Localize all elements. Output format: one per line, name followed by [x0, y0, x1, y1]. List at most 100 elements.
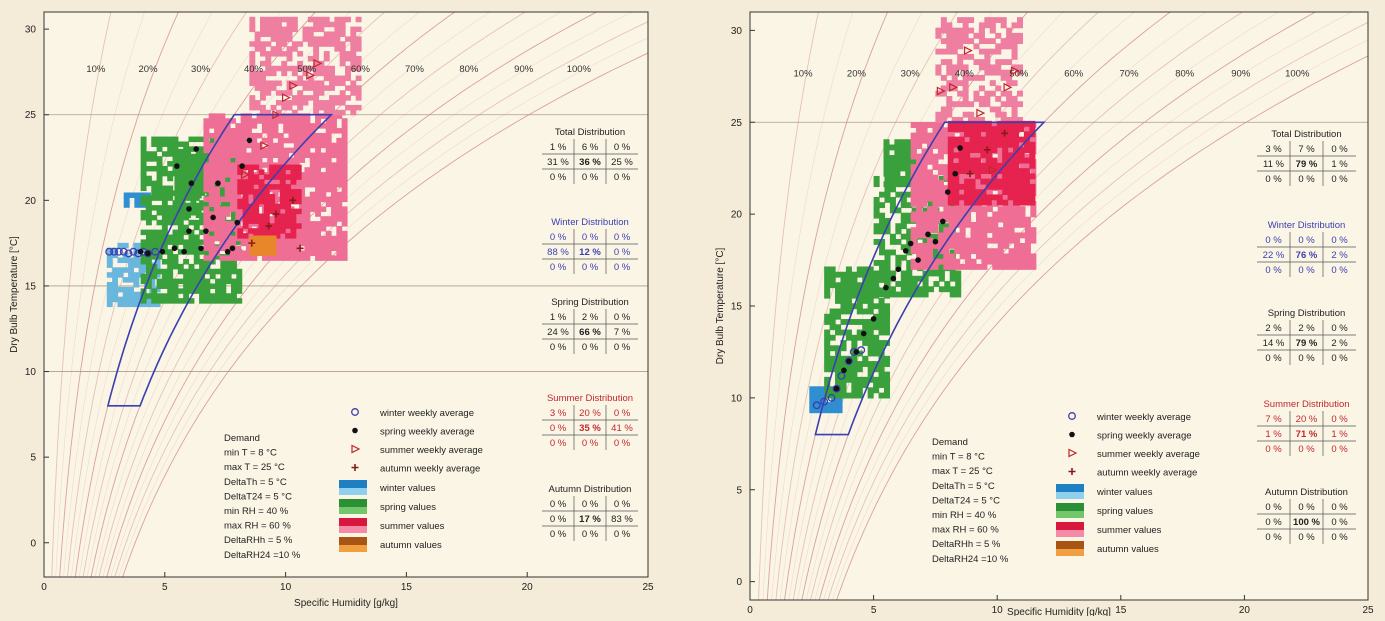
data-cell	[204, 258, 211, 265]
data-cell	[140, 136, 147, 143]
data-cell	[829, 355, 836, 362]
data-cell	[291, 41, 298, 47]
data-cell	[985, 136, 992, 143]
data-cell	[978, 48, 985, 55]
data-cell	[824, 376, 831, 383]
data-cell	[845, 303, 852, 310]
data-cell	[208, 142, 215, 149]
legend-label: summer weekly average	[1097, 449, 1200, 460]
data-cell	[320, 221, 327, 227]
data-cell	[254, 100, 261, 106]
data-cell	[208, 235, 215, 242]
data-cell	[325, 245, 332, 252]
data-cell	[286, 65, 293, 72]
data-cell	[910, 179, 917, 186]
data-cell	[230, 181, 236, 188]
data-cell	[245, 128, 252, 134]
data-cell	[288, 118, 295, 124]
data-cell	[269, 228, 276, 234]
distribution-cell: 0 %	[582, 438, 599, 449]
data-cell	[1011, 53, 1018, 60]
data-cell	[134, 197, 141, 203]
data-cell	[151, 229, 158, 236]
data-cell	[345, 51, 351, 57]
data-cell	[329, 65, 336, 72]
data-cell	[878, 355, 885, 362]
spring-average-marker	[895, 266, 902, 273]
rh-label: 50%	[297, 64, 317, 75]
distribution-cell: 7 %	[614, 327, 631, 338]
data-cell	[856, 271, 863, 278]
spring-average-marker	[224, 248, 231, 255]
data-cell	[948, 132, 955, 139]
rh-minor-curve	[55, 11, 145, 578]
data-cell	[331, 191, 337, 198]
data-cell	[873, 334, 880, 341]
data-cell	[195, 168, 202, 174]
data-cell	[944, 281, 951, 287]
data-cell	[291, 100, 298, 106]
data-cell	[199, 293, 206, 299]
data-cell	[219, 162, 226, 168]
rh-label: 40%	[244, 64, 264, 75]
data-cell	[263, 189, 270, 195]
data-cell	[224, 142, 231, 149]
data-cell	[1007, 141, 1014, 148]
data-cell	[318, 26, 325, 33]
data-cell	[199, 249, 206, 255]
distribution-cell: 0 %	[550, 438, 567, 449]
data-cell	[270, 70, 277, 77]
data-cell	[161, 205, 168, 211]
data-cell	[962, 64, 969, 71]
data-cell	[948, 216, 955, 223]
data-cell	[873, 223, 880, 230]
data-cell	[943, 232, 950, 239]
rh-label: 40%	[955, 68, 975, 79]
distribution-cell: 14 %	[1263, 338, 1285, 349]
data-cell	[339, 109, 346, 116]
autumn-average-marker	[272, 210, 280, 218]
data-cell	[230, 258, 237, 265]
data-cell	[899, 165, 906, 172]
data-cell	[309, 162, 316, 168]
data-cell	[824, 329, 831, 336]
data-cell	[910, 237, 917, 244]
data-cell	[867, 308, 874, 315]
spring-average-marker	[833, 385, 840, 392]
distribution-cell: 0 %	[1331, 532, 1348, 543]
data-cell	[167, 293, 174, 299]
spring-average-marker	[907, 240, 914, 247]
data-cell	[230, 278, 237, 285]
data-cell	[224, 255, 231, 261]
data-cell	[840, 292, 847, 299]
data-cell	[293, 128, 300, 134]
data-cell	[906, 275, 913, 282]
data-cell	[1008, 258, 1015, 265]
legend-label: spring values	[380, 502, 436, 513]
data-cell	[840, 271, 847, 278]
data-cell	[177, 278, 184, 285]
data-cell	[1006, 69, 1013, 76]
data-cell	[894, 160, 901, 167]
distribution-cell: 0 %	[1331, 174, 1348, 185]
data-cell	[997, 242, 1004, 249]
data-cell	[845, 277, 852, 283]
data-cell	[894, 170, 901, 177]
data-cell	[975, 216, 982, 223]
data-cell	[336, 128, 343, 134]
data-cell	[932, 216, 939, 223]
data-cell	[1003, 253, 1010, 260]
data-cell	[325, 147, 332, 154]
rh-label: 80%	[1175, 68, 1195, 79]
data-cell	[932, 227, 939, 234]
data-cell	[133, 277, 140, 283]
data-cell	[946, 101, 953, 108]
data-cell	[304, 167, 311, 173]
rh-minor-curve	[814, 11, 1280, 601]
data-cell	[151, 298, 158, 304]
data-cell	[224, 157, 231, 163]
data-cell	[851, 334, 858, 341]
data-cell	[916, 179, 923, 186]
data-cell	[862, 361, 869, 367]
data-cell	[1030, 179, 1037, 186]
